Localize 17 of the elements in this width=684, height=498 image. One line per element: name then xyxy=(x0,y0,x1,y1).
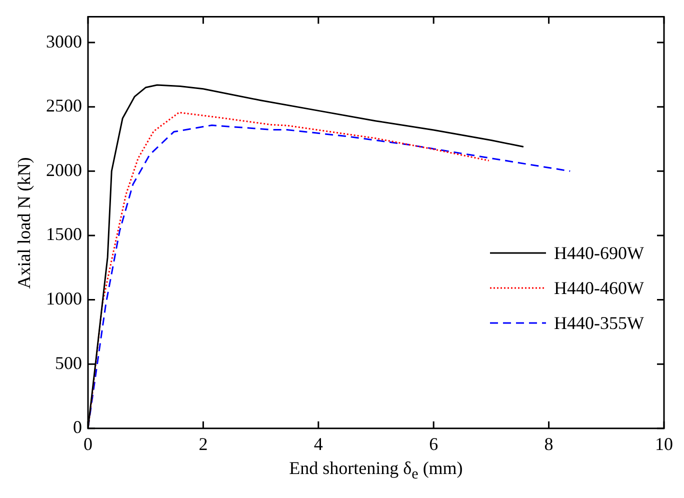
y-tick-label: 1000 xyxy=(46,288,82,309)
legend-label: H440-690W xyxy=(554,242,644,264)
x-axis-title: End shortening δ$_{e}$ (mm) xyxy=(288,458,464,484)
x-tick-label: 2 xyxy=(198,434,208,454)
y-tick-label: 1500 xyxy=(46,224,82,244)
y-tick-label: 2500 xyxy=(46,96,82,116)
y-tick-label: 3000 xyxy=(46,31,82,52)
x-tick-label: 10 xyxy=(655,434,673,454)
x-tick-label: 4 xyxy=(314,434,323,454)
y-tick-label: 500 xyxy=(55,352,82,373)
x-tick-label: 6 xyxy=(429,434,438,454)
y-tick-label: 0 xyxy=(73,417,82,438)
y-tick-label: 2000 xyxy=(46,160,82,180)
x-tick-label: 8 xyxy=(544,434,554,454)
y-axis-title: Axial load N (kN) xyxy=(14,156,35,288)
legend-label: H440-460W xyxy=(554,278,644,299)
legend-label: H440-355W xyxy=(554,312,644,334)
